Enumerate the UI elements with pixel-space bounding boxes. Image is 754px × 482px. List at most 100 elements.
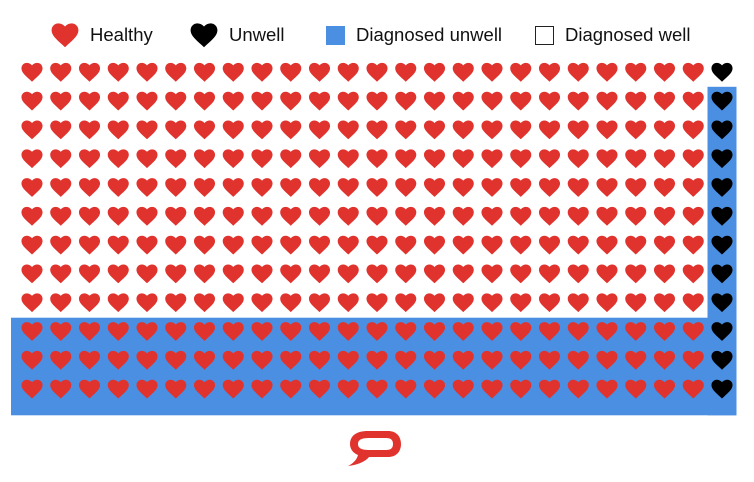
- heart-icon-healthy: [308, 379, 331, 399]
- heart-icon-healthy: [625, 322, 647, 341]
- heart-icon-healthy: [481, 120, 503, 140]
- heart-icon-healthy: [136, 235, 158, 255]
- heart-icon-healthy: [682, 62, 704, 82]
- heart-icon-healthy: [193, 149, 216, 169]
- heart-icon-healthy: [107, 149, 129, 169]
- heart-icon-healthy: [510, 91, 532, 111]
- heart-icon-healthy: [50, 178, 72, 197]
- heart-icon-healthy: [682, 322, 704, 341]
- heart-icon-healthy: [165, 379, 187, 399]
- heart-icon-healthy: [222, 350, 244, 370]
- heart-icon-healthy: [280, 379, 302, 399]
- heart-icon-unwell: [711, 322, 733, 341]
- heart-icon-healthy: [308, 293, 331, 313]
- heart-icon-healthy: [222, 62, 244, 82]
- heart-icon-healthy: [107, 379, 129, 399]
- heart-icon-healthy: [567, 264, 589, 284]
- heart-icon-healthy: [366, 379, 388, 399]
- heart-icon-healthy: [510, 350, 532, 370]
- heart-icon-healthy: [308, 350, 331, 370]
- legend-item-diagnosed-unwell: Diagnosed unwell: [326, 20, 502, 50]
- heart-icon-healthy: [423, 350, 446, 370]
- heart-icon-healthy: [222, 293, 244, 313]
- heart-icon-healthy: [452, 350, 474, 370]
- heart-icon-healthy: [193, 264, 216, 284]
- heart-icon-healthy: [165, 178, 187, 197]
- heart-icon-healthy: [193, 235, 216, 255]
- heart-icon-healthy: [653, 120, 676, 140]
- heart-icon-healthy: [308, 264, 331, 284]
- heart-icon-healthy: [21, 178, 43, 197]
- heart-icon-healthy: [596, 62, 618, 82]
- heart-icon-healthy: [538, 322, 561, 341]
- heart-icon-unwell: [711, 235, 733, 255]
- heart-icon-healthy: [50, 379, 72, 399]
- heart-icon-healthy: [481, 206, 503, 226]
- heart-icon-healthy: [423, 62, 446, 82]
- heart-icon-healthy: [251, 235, 273, 255]
- heart-icon-healthy: [251, 350, 273, 370]
- heart-icon-healthy: [50, 350, 72, 370]
- heart-icon-healthy: [193, 379, 216, 399]
- heart-icon-healthy: [510, 379, 532, 399]
- heart-icon-healthy: [510, 264, 532, 284]
- heart-icon-healthy: [538, 293, 561, 313]
- legend-label-diagnosed-well: Diagnosed well: [565, 24, 691, 45]
- heart-icon-healthy: [423, 293, 446, 313]
- heart-icon-healthy: [136, 206, 158, 226]
- heart-icon-healthy: [423, 91, 446, 111]
- heart-icon-healthy: [423, 264, 446, 284]
- heart-icon-unwell: [711, 293, 733, 313]
- heart-icon-healthy: [193, 62, 216, 82]
- heart-icon-healthy: [136, 120, 158, 140]
- heart-icon-healthy: [136, 350, 158, 370]
- heart-icon-healthy: [567, 235, 589, 255]
- heart-icon-healthy: [193, 91, 216, 111]
- heart-icon-healthy: [538, 235, 561, 255]
- heart-icon-healthy: [481, 178, 503, 197]
- heart-icon-healthy: [21, 264, 43, 284]
- heart-icon-healthy: [251, 178, 273, 197]
- heart-icon-healthy: [481, 350, 503, 370]
- heart-icon-healthy: [567, 206, 589, 226]
- heart-icon-healthy: [165, 91, 187, 111]
- heart-icon-healthy: [136, 149, 158, 169]
- heart-icon-healthy: [222, 91, 244, 111]
- heart-icon-healthy: [423, 235, 446, 255]
- heart-icon-healthy: [136, 322, 158, 341]
- heart-icon-healthy: [395, 91, 417, 111]
- heart-icon-healthy: [107, 62, 129, 82]
- heart-icon-healthy: [308, 120, 331, 140]
- heart-icon-healthy: [567, 293, 589, 313]
- heart-icon-healthy: [395, 235, 417, 255]
- heart-icon-healthy: [395, 379, 417, 399]
- heart-icon-healthy: [682, 379, 704, 399]
- heart-icon-healthy: [78, 120, 101, 140]
- heart-icon-healthy: [682, 206, 704, 226]
- heart-icon-healthy: [567, 350, 589, 370]
- heart-icon-healthy: [653, 62, 676, 82]
- heart-icon-healthy: [21, 149, 43, 169]
- heart-icon-healthy: [165, 120, 187, 140]
- heart-icon-healthy: [625, 293, 647, 313]
- heart-icon-healthy: [481, 62, 503, 82]
- heart-icon-healthy: [596, 379, 618, 399]
- heart-icon-healthy: [308, 62, 331, 82]
- heart-icon-healthy: [510, 178, 532, 197]
- heart-icon-healthy: [596, 350, 618, 370]
- heart-icon-healthy: [510, 293, 532, 313]
- heart-icon-healthy: [78, 379, 101, 399]
- heart-icon-healthy: [452, 293, 474, 313]
- heart-icon-unwell: [711, 120, 733, 140]
- heart-icon-healthy: [596, 206, 618, 226]
- heart-icon-healthy: [366, 62, 388, 82]
- heart-icon-healthy: [21, 235, 43, 255]
- legend-label-diagnosed-unwell: Diagnosed unwell: [356, 24, 503, 45]
- heart-icon-healthy: [193, 322, 216, 341]
- heart-icon-healthy: [50, 120, 72, 140]
- heart-icon-healthy: [222, 264, 244, 284]
- heart-icon-healthy: [653, 293, 676, 313]
- legend-item-diagnosed-well: Diagnosed well: [535, 20, 690, 50]
- heart-icon-healthy: [50, 149, 72, 169]
- heart-icon-healthy: [107, 350, 129, 370]
